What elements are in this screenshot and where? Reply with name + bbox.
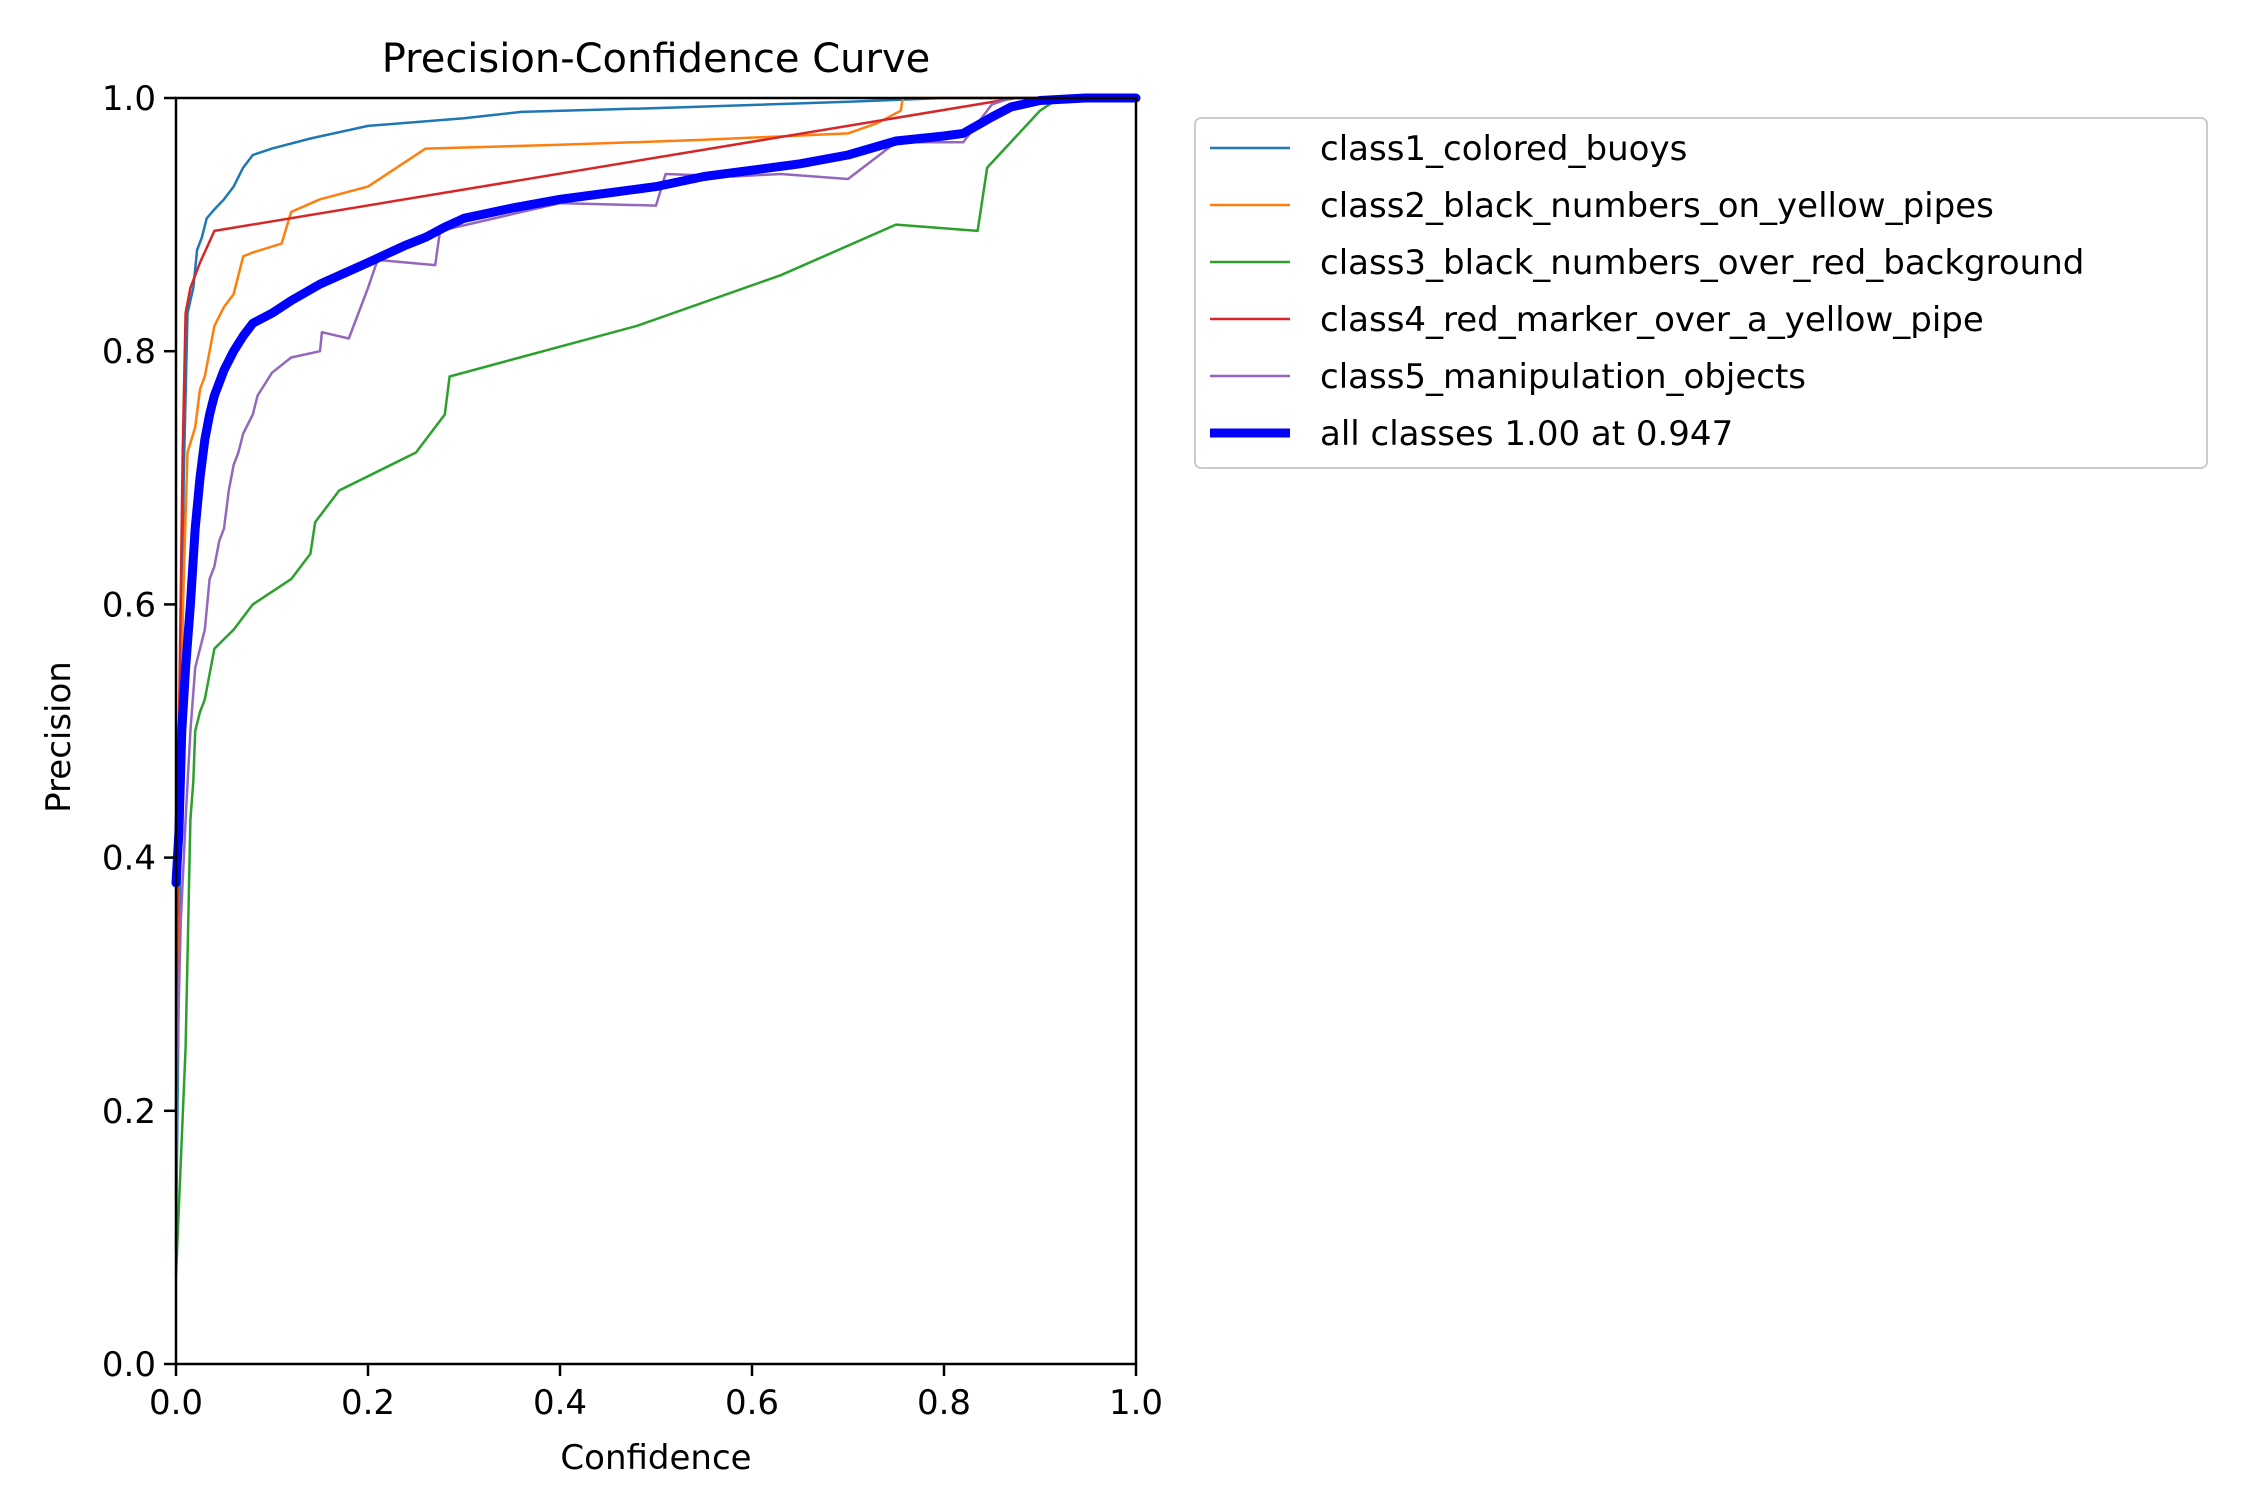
x-tick-label: 0.8: [917, 1383, 971, 1423]
chart-title: Precision-Confidence Curve: [382, 36, 931, 82]
legend-label-3: class3_black_numbers_over_red_background: [1320, 243, 2084, 283]
x-tick-label: 0.4: [533, 1383, 587, 1423]
legend-label-6: all classes 1.00 at 0.947: [1320, 414, 1733, 454]
legend-label-4: class4_red_marker_over_a_yellow_pipe: [1320, 300, 1984, 340]
x-tick-label: 1.0: [1109, 1383, 1163, 1423]
legend-label-5: class5_manipulation_objects: [1320, 357, 1806, 397]
x-tick-label: 0.6: [725, 1383, 779, 1423]
x-axis: 0.0 0.2 0.4 0.6 0.8 1.0: [149, 1364, 1163, 1423]
legend-label-2: class2_black_numbers_on_yellow_pipes: [1320, 186, 1994, 226]
x-axis-label: Confidence: [560, 1438, 751, 1478]
series-line-1: [174, 96, 1138, 1252]
y-tick-label: 0.4: [102, 839, 156, 879]
legend-box: [1194, 117, 2208, 469]
y-tick-label: 0.0: [102, 1345, 156, 1385]
y-tick-label: 0.2: [102, 1092, 156, 1132]
x-tick-label: 0.0: [149, 1383, 203, 1423]
y-tick-label: 0.8: [102, 332, 156, 372]
y-tick-label: 1.0: [102, 79, 156, 119]
series-line-2: [174, 96, 1138, 1201]
series-line-3: [174, 96, 1138, 1277]
plot-frame: [174, 96, 1138, 1366]
series-line-6: [171, 93, 1141, 888]
legend-label-1: class1_colored_buoys: [1320, 129, 1687, 169]
x-tick-label: 0.2: [341, 1383, 395, 1423]
y-axis-label: Precision: [39, 661, 79, 813]
series-line-5: [174, 96, 1138, 1113]
plot-lines: [171, 93, 1141, 1277]
y-tick-label: 0.6: [102, 585, 156, 625]
series-line-4: [174, 96, 1138, 1113]
y-axis: 0.0 0.2 0.4 0.6 0.8 1.0: [102, 79, 176, 1385]
legend: class1_colored_buoys class2_black_numbers…: [1194, 117, 2208, 469]
